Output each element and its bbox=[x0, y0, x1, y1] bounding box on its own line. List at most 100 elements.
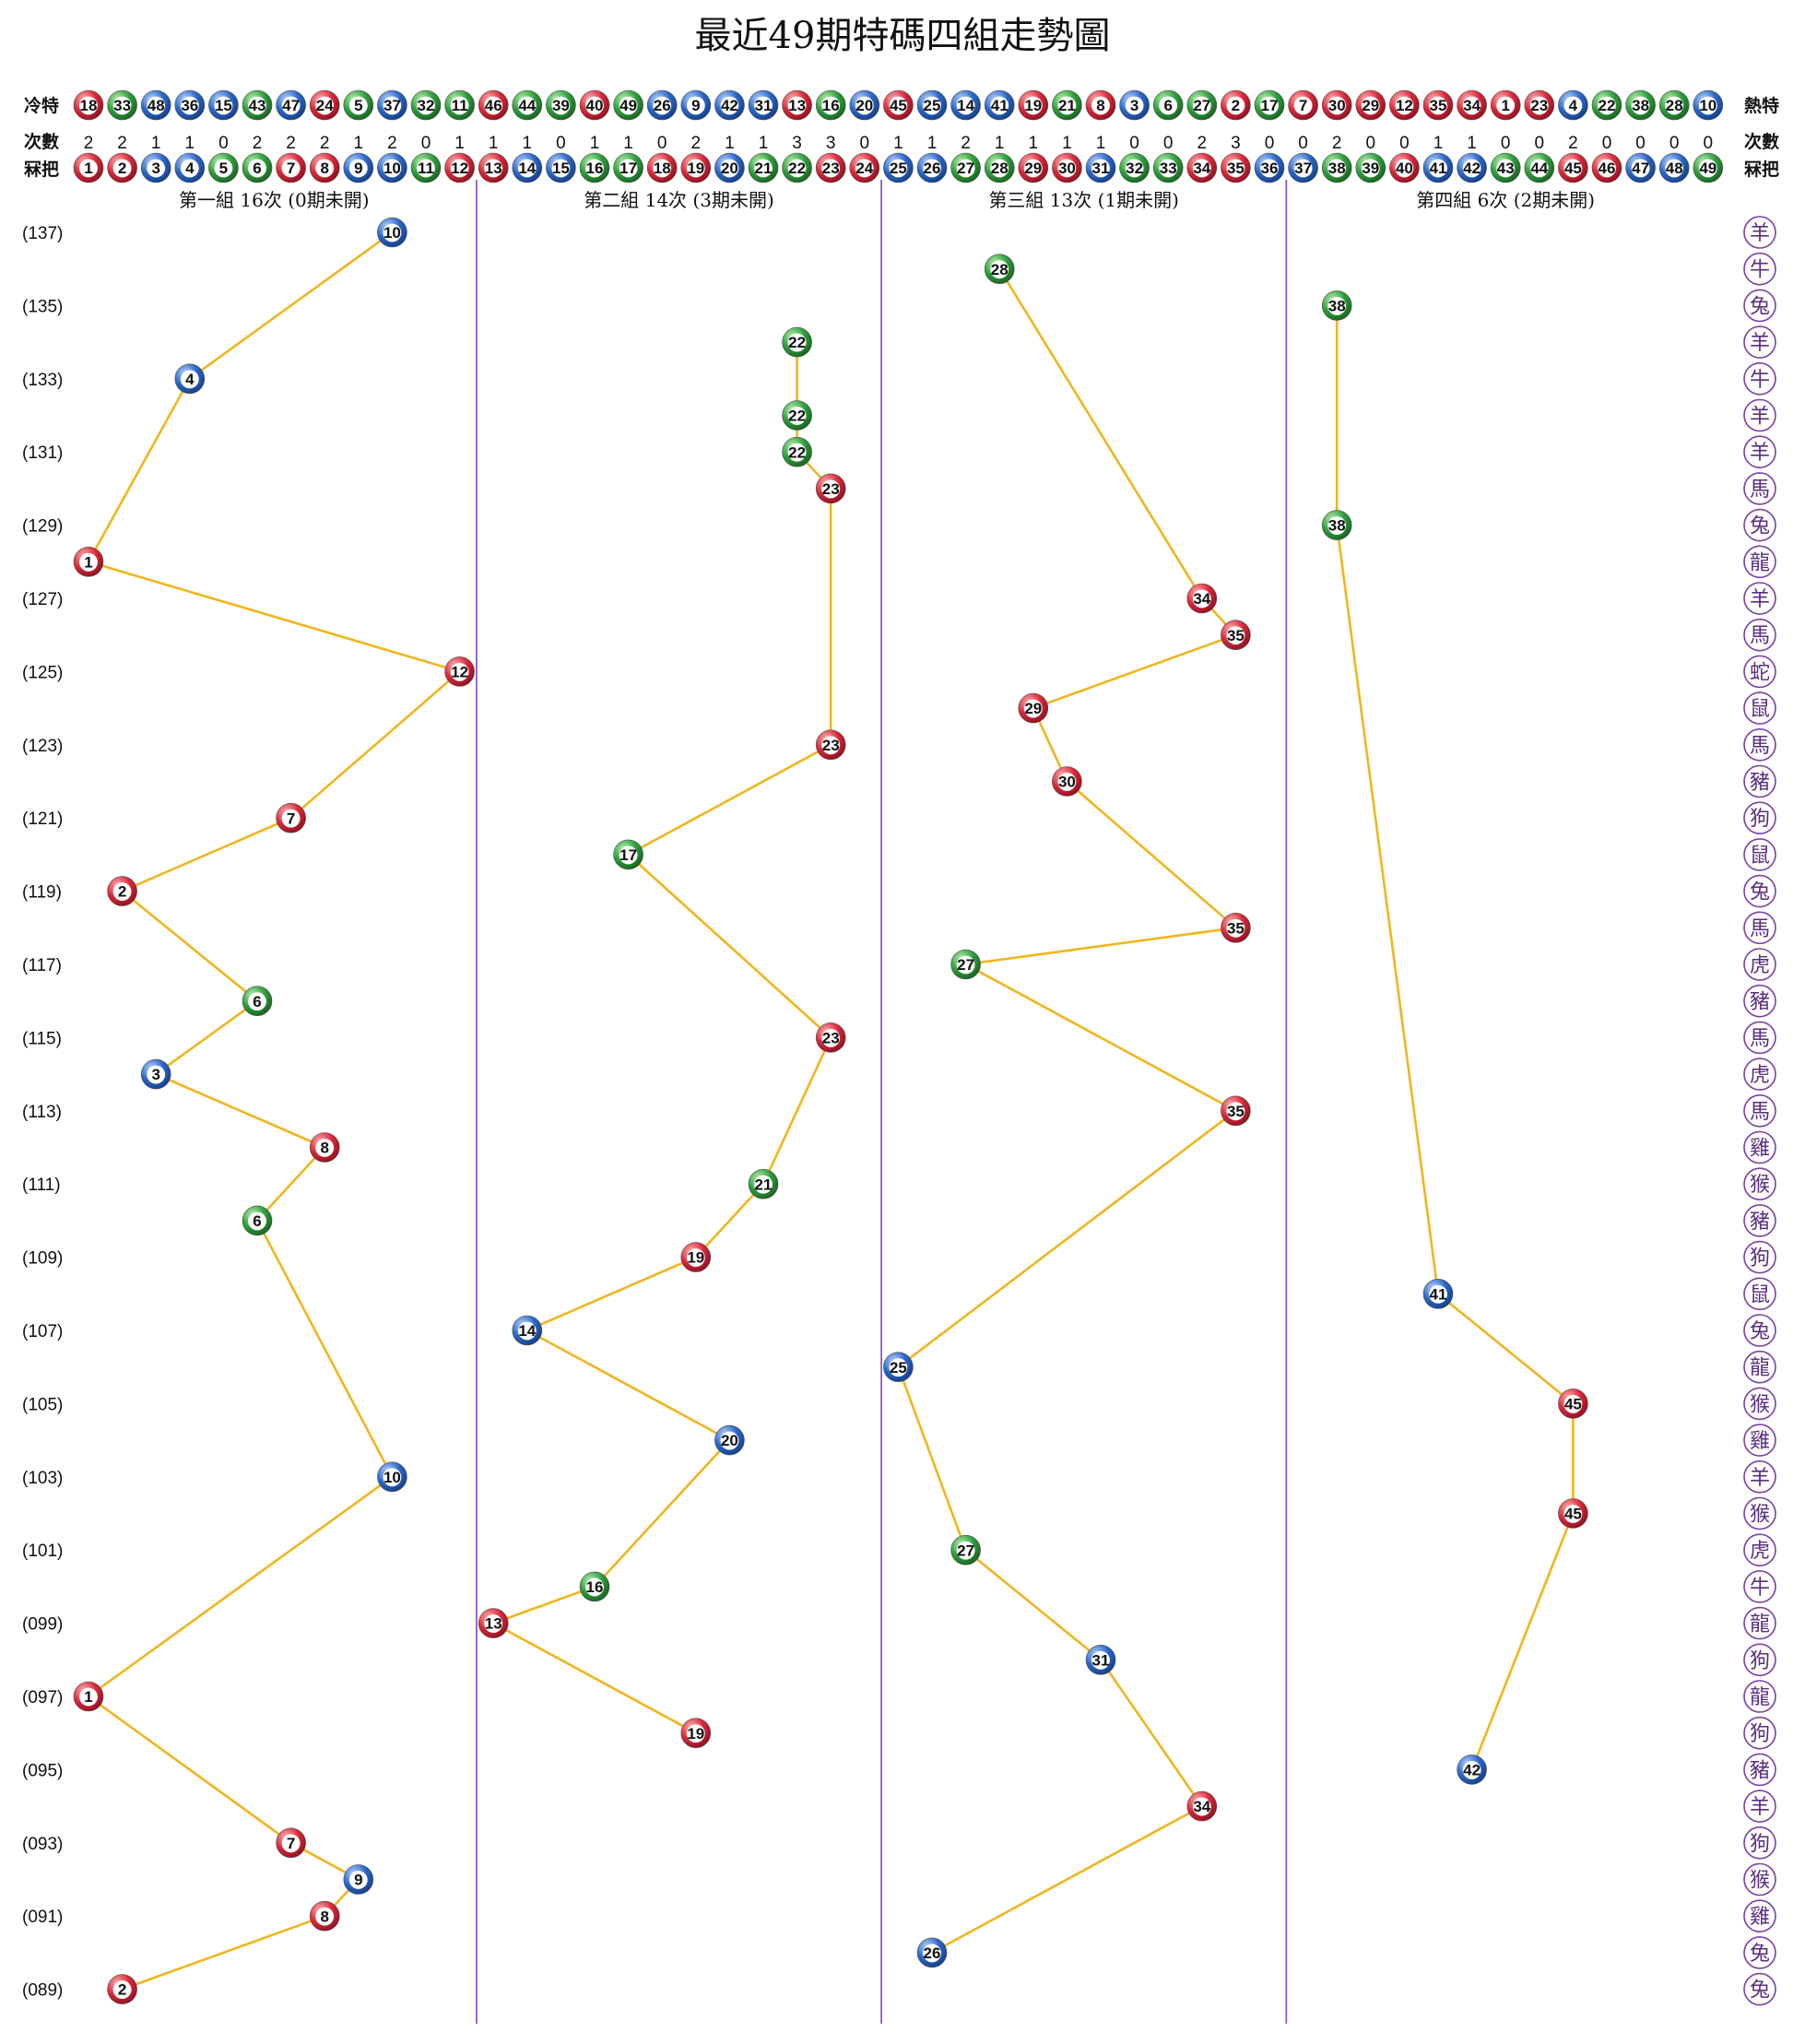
zodiac-item: 牛 bbox=[1743, 361, 1776, 396]
zodiac-ring bbox=[1743, 984, 1776, 1018]
cold-hot-ball: 16 bbox=[815, 89, 846, 121]
number-ball: 13 bbox=[478, 152, 509, 183]
ball-number: 22 bbox=[788, 443, 806, 461]
ball-face bbox=[1563, 159, 1583, 178]
ball-face bbox=[1192, 1797, 1211, 1816]
ball-number: 10 bbox=[383, 1469, 401, 1486]
ball-face bbox=[1125, 159, 1144, 178]
ball-number: 5 bbox=[219, 160, 228, 177]
zodiac-label: 狗 bbox=[1750, 1833, 1770, 1856]
count-value: 0 bbox=[860, 134, 870, 153]
number-ball: 39 bbox=[1355, 152, 1386, 183]
ball-face bbox=[248, 159, 266, 178]
count-value: 2 bbox=[387, 134, 397, 153]
ball-face bbox=[619, 96, 638, 115]
ball-face bbox=[956, 1541, 975, 1560]
ball-face bbox=[180, 159, 199, 178]
ball-number: 26 bbox=[924, 1944, 941, 1962]
ball-face bbox=[1159, 96, 1178, 115]
cold-hot-ball: 43 bbox=[242, 89, 273, 121]
special-ball: 12 bbox=[444, 656, 475, 687]
number-ball: 27 bbox=[950, 152, 981, 183]
ball-number: 29 bbox=[1024, 160, 1042, 177]
cold-hot-ball: 47 bbox=[276, 89, 306, 121]
count-value: 2 bbox=[691, 134, 702, 153]
ball-number: 49 bbox=[619, 97, 637, 114]
ball-number: 27 bbox=[957, 956, 974, 974]
period-label: (107) bbox=[22, 1322, 63, 1341]
zodiac-label: 狗 bbox=[1750, 808, 1770, 831]
zodiac-label: 馬 bbox=[1750, 1101, 1770, 1124]
ball-face bbox=[1091, 96, 1110, 115]
zodiac-label: 羊 bbox=[1750, 1796, 1770, 1819]
ball-number: 1 bbox=[84, 553, 92, 571]
count-label-right: 次數 bbox=[1744, 131, 1779, 152]
ball-face bbox=[315, 1907, 335, 1926]
special-ball: 28 bbox=[984, 254, 1015, 285]
period-label: (121) bbox=[22, 809, 63, 829]
ball-number: 10 bbox=[383, 224, 401, 242]
ball-face bbox=[821, 1028, 841, 1047]
ball-face bbox=[821, 736, 841, 755]
cold-hot-ball: 10 bbox=[1693, 89, 1724, 121]
period-label: (131) bbox=[22, 443, 63, 463]
ball-face bbox=[1563, 1505, 1583, 1523]
ball-face bbox=[1529, 96, 1549, 115]
zodiac-item: 猴 bbox=[1743, 1387, 1776, 1421]
zodiac-item: 兔 bbox=[1743, 874, 1776, 908]
special-ball: 13 bbox=[478, 1608, 509, 1638]
ball-number: 46 bbox=[485, 97, 502, 114]
ball-face bbox=[450, 159, 469, 178]
cold-hot-ball: 44 bbox=[512, 89, 543, 121]
number-ball: 2 bbox=[107, 152, 137, 183]
number-ball: 4 bbox=[174, 152, 206, 183]
zodiac-item: 鼠 bbox=[1743, 1277, 1776, 1311]
ball-number: 11 bbox=[418, 160, 434, 177]
ball-number: 34 bbox=[1193, 1798, 1210, 1815]
ball-number: 32 bbox=[418, 97, 435, 114]
zodiac-ring bbox=[1743, 801, 1776, 835]
zodiac-item: 豬 bbox=[1743, 1204, 1776, 1237]
ball-number: 23 bbox=[1530, 97, 1548, 114]
ball-number: 8 bbox=[320, 1140, 328, 1157]
ball-number: 14 bbox=[518, 1322, 536, 1340]
zodiac-ring bbox=[1743, 361, 1776, 396]
zodiac-item: 兔 bbox=[1743, 1936, 1776, 1969]
number-ball: 12 bbox=[444, 152, 475, 183]
count-value: 2 bbox=[286, 134, 296, 153]
cold-hot-ball: 19 bbox=[1018, 89, 1049, 121]
number-ball: 16 bbox=[579, 152, 610, 183]
zodiac-ring bbox=[1743, 618, 1776, 652]
zodiac-label: 狗 bbox=[1750, 1247, 1770, 1270]
cold-hot-ball: 40 bbox=[579, 89, 610, 121]
ball-number: 27 bbox=[957, 160, 974, 177]
count-value: 0 bbox=[1704, 134, 1714, 153]
zodiac-ring bbox=[1743, 289, 1776, 323]
cold-hot-label-right: 熱特 bbox=[1744, 95, 1779, 116]
count-value: 3 bbox=[1231, 134, 1241, 153]
zodiac-ring bbox=[1743, 1204, 1776, 1237]
count-value: 1 bbox=[1096, 134, 1106, 153]
count-value: 0 bbox=[1366, 134, 1376, 153]
count-value: 0 bbox=[1298, 134, 1308, 153]
ball-number: 34 bbox=[1193, 590, 1210, 608]
period-label: (133) bbox=[22, 371, 63, 390]
number-ball: 8 bbox=[309, 152, 340, 183]
ball-face bbox=[1631, 96, 1650, 115]
ball-number: 23 bbox=[822, 737, 840, 754]
group-label: 第四組 6次 (2期未開) bbox=[1416, 189, 1595, 211]
cold-hot-ball: 5 bbox=[343, 89, 374, 121]
ball-number: 23 bbox=[822, 480, 840, 498]
special-ball: 4 bbox=[174, 363, 206, 395]
number-ball: 5 bbox=[208, 152, 239, 183]
ball-face bbox=[1429, 159, 1447, 178]
ball-number: 27 bbox=[957, 1542, 974, 1559]
ball-number: 28 bbox=[1666, 97, 1683, 114]
ball-face bbox=[1125, 96, 1144, 115]
special-ball: 1 bbox=[73, 546, 104, 577]
ball-face bbox=[1429, 1284, 1447, 1304]
period-label: (103) bbox=[22, 1469, 63, 1488]
ball-face bbox=[1023, 699, 1043, 718]
ball-face bbox=[79, 96, 98, 115]
